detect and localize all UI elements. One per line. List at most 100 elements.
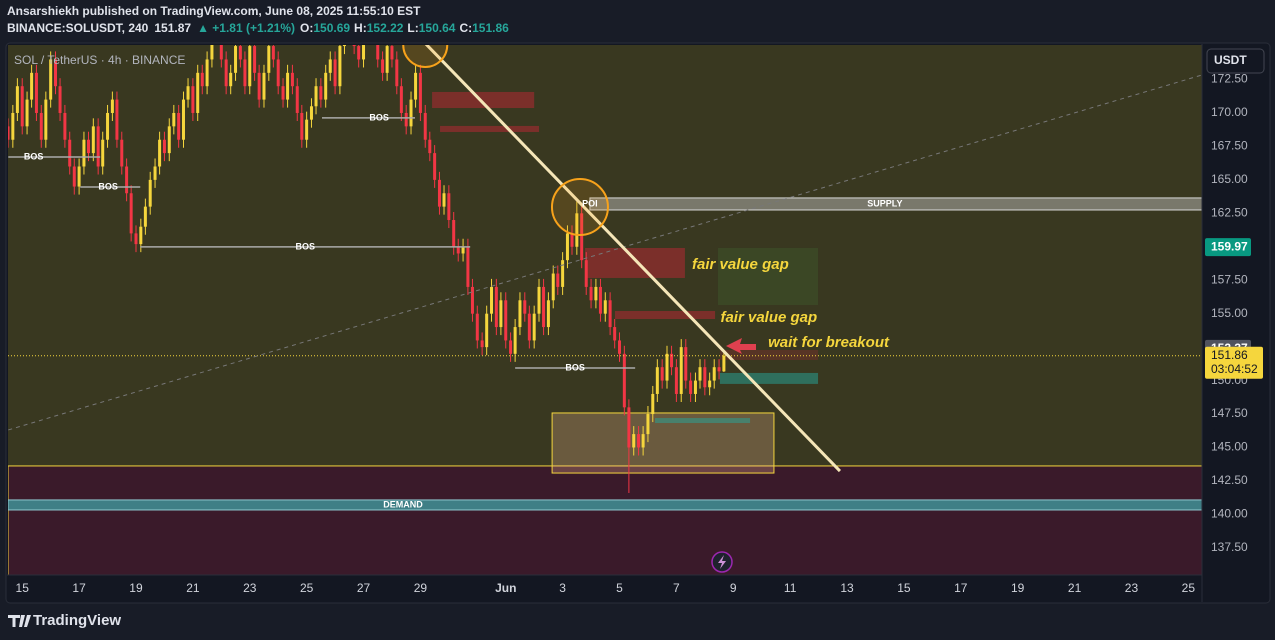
candle-body: [143, 206, 147, 227]
candle-body: [409, 99, 413, 127]
ohlc-value: 151.86: [472, 21, 509, 35]
candle-body: [91, 126, 95, 154]
candle-body: [655, 367, 659, 394]
candle-body: [77, 166, 81, 187]
logo-mark: [8, 615, 31, 627]
candle-body: [466, 246, 470, 287]
candle-body: [532, 313, 536, 341]
candle-body: [646, 414, 650, 435]
candle-body: [565, 233, 569, 261]
candle-body: [210, 45, 214, 60]
legend-title: SOL / TetherUS · 4h · BINANCE: [14, 53, 185, 67]
candle-body: [305, 119, 309, 140]
x-tick-label: 13: [840, 581, 854, 595]
y-tick-label: 170.00: [1211, 105, 1248, 119]
ohlc-label: L:: [407, 21, 418, 35]
x-tick-label: 21: [1068, 581, 1082, 595]
candle-body: [608, 300, 612, 328]
candle-body: [290, 72, 294, 87]
zone: [589, 197, 1202, 211]
candle-body: [717, 367, 721, 372]
last-price: 151.87: [154, 21, 191, 35]
candle-body: [580, 213, 584, 261]
candle-body: [82, 139, 86, 167]
candle-body: [68, 139, 72, 167]
candle-body: [513, 327, 517, 354]
candle-body: [101, 139, 105, 167]
annotation: BOS: [565, 362, 585, 372]
candle-body: [632, 434, 636, 448]
candle-body: [674, 367, 678, 394]
candle-body: [584, 260, 588, 287]
candle-body: [314, 86, 318, 107]
candle-body: [158, 139, 162, 167]
candle-body: [167, 126, 171, 154]
candle-body: [542, 286, 546, 328]
zone: [585, 247, 685, 278]
candle-body: [504, 300, 508, 341]
candle-body: [11, 112, 15, 140]
candle-body: [433, 153, 437, 180]
zone: [8, 465, 1202, 575]
candle-body: [186, 86, 190, 100]
candle-body: [693, 380, 697, 394]
annotation: BOS: [24, 151, 44, 161]
candle-body: [115, 99, 119, 140]
y-tick-label: 137.50: [1211, 540, 1248, 554]
candle-body: [15, 86, 19, 113]
symbol-line: BINANCE:SOLUSDT, 240 151.87 ▲ +1.81 (+1.21…: [7, 21, 509, 35]
ohlc-value: 150.64: [419, 21, 456, 35]
candle-body: [598, 286, 602, 314]
candle-body: [319, 86, 323, 100]
candle-body: [437, 179, 441, 207]
candle-body: [238, 46, 242, 60]
candle-body: [385, 46, 389, 73]
candle-body: [286, 72, 290, 100]
change: ▲ +1.81 (+1.21%): [197, 21, 295, 35]
annotation: SUPPLY: [867, 198, 902, 208]
candle-body: [712, 367, 716, 381]
candle-body: [470, 286, 474, 314]
candle-body: [191, 86, 195, 113]
x-tick-label: 19: [129, 581, 143, 595]
candle-body: [205, 59, 209, 87]
candle-body: [523, 300, 527, 314]
x-tick-label: 29: [414, 581, 428, 595]
ohlc-label: C:: [459, 21, 472, 35]
candle-body: [418, 72, 422, 113]
candle-body: [381, 59, 385, 73]
candle-body: [423, 112, 427, 140]
x-tick-label: 17: [72, 581, 86, 595]
candle-body: [309, 106, 313, 120]
x-tick-label: 23: [1125, 581, 1139, 595]
candle-body: [58, 86, 62, 113]
candle-body: [480, 340, 484, 348]
candle-body: [162, 139, 166, 154]
countdown: 03:04:52: [1211, 362, 1258, 376]
zone: [717, 247, 819, 305]
candle-body: [594, 286, 598, 301]
candle-body: [665, 353, 669, 381]
candle-body: [708, 380, 712, 388]
drawing-line: [424, 45, 842, 473]
currency[interactable]: USDT: [1214, 53, 1247, 67]
x-tick-label: Jun: [495, 581, 516, 595]
candle-body: [703, 367, 707, 388]
zone: [8, 499, 1202, 511]
candle-body: [551, 273, 555, 301]
y-tick-label: 155.00: [1211, 306, 1248, 320]
candle-body: [267, 46, 271, 73]
currency-button[interactable]: [1206, 48, 1265, 74]
candle-body: [352, 45, 356, 47]
candle-body: [570, 233, 574, 247]
candle-body: [509, 340, 513, 354]
candle-body: [86, 139, 90, 154]
zone: [655, 418, 751, 423]
candle-body: [72, 166, 76, 187]
candle-body: [456, 246, 460, 254]
x-tick-label: 15: [897, 581, 911, 595]
candle-body: [44, 99, 48, 140]
symbol: BINANCE:SOLUSDT, 240: [7, 21, 149, 35]
candle-body: [556, 273, 560, 287]
